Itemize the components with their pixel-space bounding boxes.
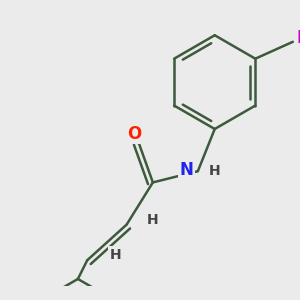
Text: H: H <box>209 164 220 178</box>
Text: H: H <box>110 248 121 262</box>
Text: N: N <box>180 161 194 179</box>
Text: O: O <box>127 125 141 143</box>
Text: H: H <box>147 213 159 227</box>
Text: F: F <box>296 29 300 47</box>
